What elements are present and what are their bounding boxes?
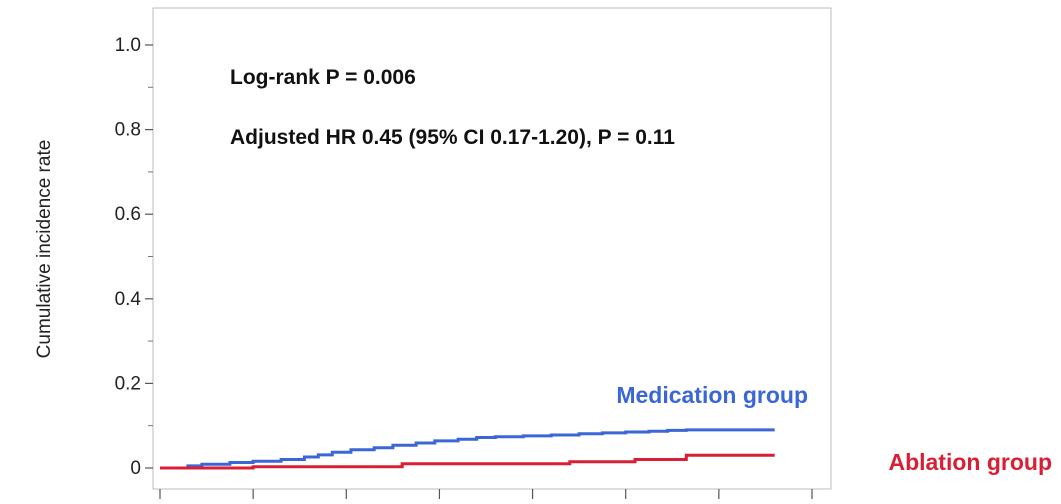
y-tick-label-3: 0.6 xyxy=(115,204,141,225)
y-tick-label-5: 1.0 xyxy=(115,35,141,56)
x-axis xyxy=(159,489,813,499)
plot-frame xyxy=(152,7,832,490)
y-tick-label-0: 0 xyxy=(130,458,141,479)
series-line-1 xyxy=(160,453,775,470)
y-axis-label: Cumulative incidence rate xyxy=(34,140,55,359)
annotation-adjusted-hr: Adjusted HR 0.45 (95% CI 0.17-1.20), P =… xyxy=(230,126,675,149)
y-tick-label-4: 0.8 xyxy=(115,120,141,141)
series-layer xyxy=(160,428,775,470)
series-label-ablation: Ablation group xyxy=(888,449,1052,475)
annotation-log-rank: Log-rank P = 0.006 xyxy=(230,66,416,89)
y-tick-label-2: 0.4 xyxy=(115,289,142,310)
y-axis: 0 0.2 0.4 0.6 0.8 1.0 xyxy=(115,35,153,479)
y-tick-label-1: 0.2 xyxy=(115,373,141,394)
series-line-0 xyxy=(160,428,775,470)
series-label-medication: Medication group xyxy=(616,382,808,408)
